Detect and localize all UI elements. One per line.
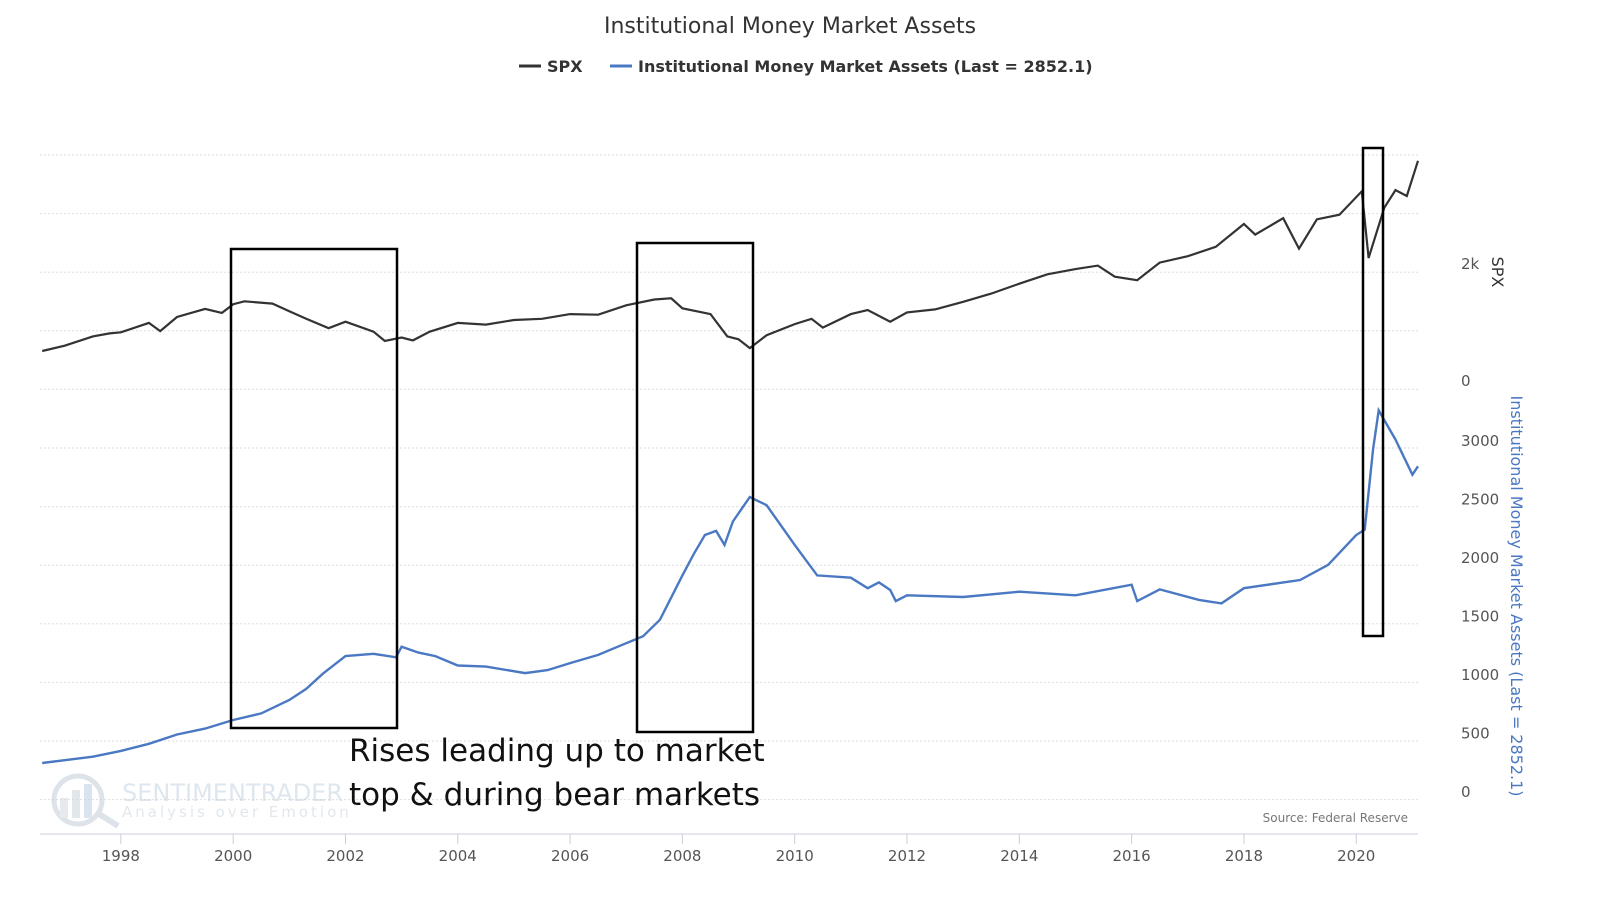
watermark-logo: SENTIMENTRADER Analysis over Emotion	[51, 773, 352, 829]
gridlines	[40, 154, 1418, 801]
x-tick-label: 2006	[551, 847, 589, 865]
mm-tick-label: 1500	[1461, 608, 1499, 626]
spx-tick-label: 0	[1461, 372, 1471, 390]
x-tick-label: 2002	[326, 847, 364, 865]
legend-item-spx[interactable]: SPX	[547, 57, 583, 76]
x-tick-label: 2020	[1337, 847, 1375, 865]
mm-tick-label: 1000	[1461, 666, 1499, 684]
mm-tick-label: 3000	[1461, 432, 1499, 450]
watermark-title: SENTIMENTRADER	[122, 779, 343, 807]
x-tick-label: 2018	[1225, 847, 1263, 865]
annotation-box-2020	[1361, 146, 1385, 638]
x-axis: 1998 2000 2002 2004 2006 2008 2010 2012 2014 2016…	[40, 833, 1418, 865]
annotation-text-line-1: Rises leading up to market	[349, 733, 765, 769]
mm-tick-label: 500	[1461, 725, 1490, 743]
x-tick-label: 1998	[102, 847, 140, 865]
x-tick-label: 2012	[888, 847, 926, 865]
x-tick-label: 2016	[1113, 847, 1151, 865]
legend: SPX Institutional Money Market Assets (L…	[519, 57, 1093, 76]
x-tick-label: 2014	[1000, 847, 1038, 865]
chart-title: Institutional Money Market Assets	[604, 14, 976, 39]
x-tick-label: 2008	[663, 847, 701, 865]
y-axes: 2k 0 3000 2500 2000 1500 1000 500 0 SPX Institutio…	[1461, 255, 1526, 801]
watermark-tagline: Analysis over Emotion	[122, 803, 352, 821]
mm-tick-label: 2000	[1461, 549, 1499, 567]
x-tick-label: 2004	[439, 847, 477, 865]
x-tick-label: 2000	[214, 847, 252, 865]
annotation-boxes	[229, 146, 1385, 734]
mm-tick-label: 0	[1461, 783, 1471, 801]
mm-axis-title: Institutional Money Market Assets (Last …	[1507, 395, 1526, 796]
series-line-spx	[41, 160, 1420, 353]
legend-item-mm[interactable]: Institutional Money Market Assets (Last …	[638, 57, 1093, 76]
annotation-text-line-2: top & during bear markets	[349, 777, 760, 813]
spx-axis-title: SPX	[1488, 257, 1507, 288]
annotation-box-2008	[635, 241, 755, 734]
x-tick-label: 2010	[776, 847, 814, 865]
spx-tick-label: 2k	[1461, 255, 1480, 273]
source-credit: Source: Federal Reserve	[1263, 811, 1408, 825]
annotation-box-2000	[229, 247, 399, 730]
mm-tick-label: 2500	[1461, 491, 1499, 509]
series-line-mm	[42, 406, 1419, 765]
